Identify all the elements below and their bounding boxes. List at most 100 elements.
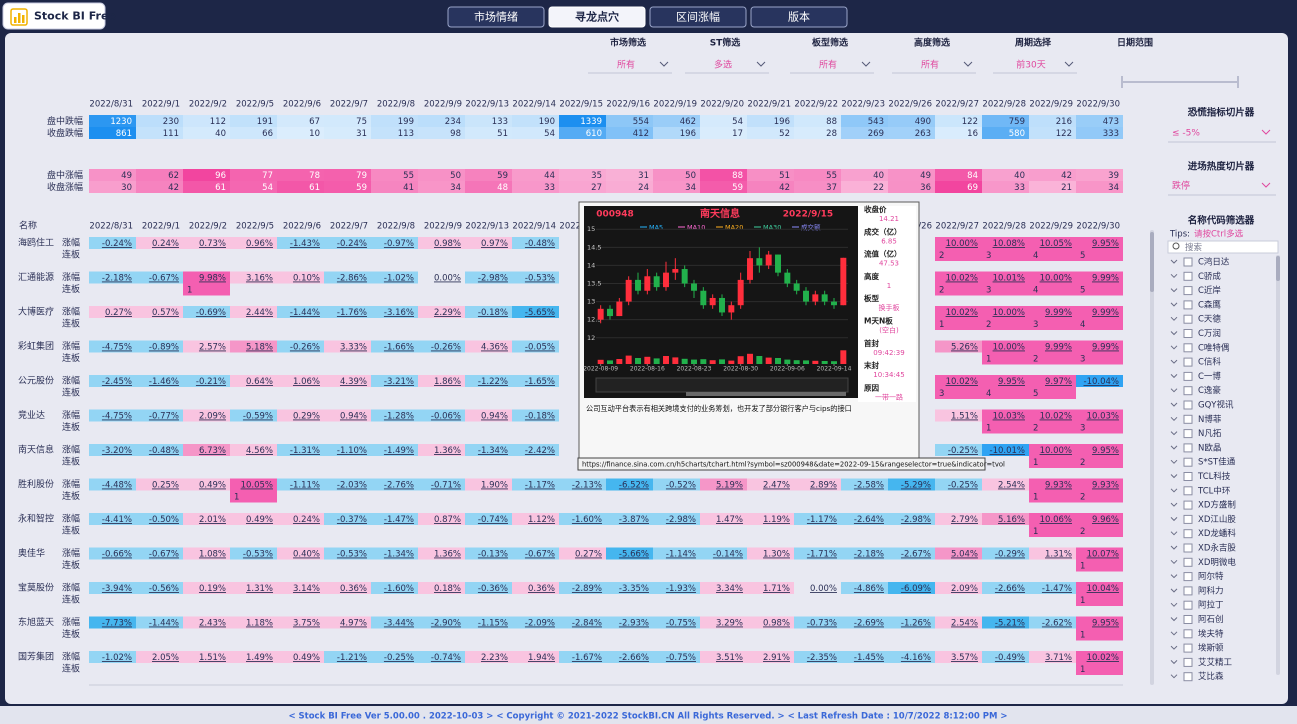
- change-value[interactable]: 9.99%: [1092, 308, 1119, 318]
- change-value[interactable]: 9.95%: [1092, 446, 1119, 456]
- change-value[interactable]: -0.59%: [243, 412, 273, 422]
- change-value[interactable]: -1.28%: [384, 412, 414, 422]
- change-value[interactable]: -3.87%: [619, 515, 649, 525]
- checkbox[interactable]: [1183, 271, 1193, 281]
- stock-name[interactable]: 汇通能源: [18, 271, 54, 283]
- change-value[interactable]: 1.36%: [434, 446, 461, 456]
- change-value[interactable]: -1.65%: [525, 377, 555, 387]
- expand-chevron[interactable]: [1170, 602, 1178, 607]
- change-value[interactable]: -1.34%: [478, 446, 508, 456]
- change-value[interactable]: 4.39%: [340, 377, 367, 387]
- change-value[interactable]: -0.67%: [149, 550, 179, 560]
- change-value[interactable]: -1.60%: [572, 515, 602, 525]
- expand-chevron[interactable]: [1170, 559, 1178, 565]
- list-item[interactable]: 艾艾精工: [1198, 657, 1233, 668]
- list-item[interactable]: C万润: [1198, 328, 1221, 339]
- filter-value[interactable]: 前30天: [1016, 59, 1045, 71]
- change-value[interactable]: -0.52%: [666, 481, 696, 491]
- change-value[interactable]: 2.05%: [152, 653, 179, 663]
- change-value[interactable]: 2.57%: [199, 343, 226, 353]
- change-value[interactable]: 10.02%: [1040, 412, 1072, 422]
- slicer-value[interactable]: 跌停: [1172, 180, 1190, 192]
- expand-chevron[interactable]: [1170, 359, 1178, 364]
- change-value[interactable]: 0.27%: [105, 308, 132, 318]
- change-value[interactable]: -1.49%: [384, 446, 414, 456]
- checkbox[interactable]: [1183, 500, 1193, 510]
- expand-chevron[interactable]: [1170, 374, 1178, 379]
- change-value[interactable]: 9.95%: [998, 377, 1025, 387]
- expand-chevron[interactable]: [1170, 545, 1178, 550]
- change-value[interactable]: -2.69%: [854, 619, 884, 629]
- change-value[interactable]: 2.09%: [951, 584, 978, 594]
- expand-chevron[interactable]: [1170, 331, 1178, 336]
- filter-value[interactable]: 所有: [617, 59, 635, 71]
- change-value[interactable]: -6.09%: [901, 584, 931, 594]
- change-value[interactable]: -6.52%: [619, 481, 649, 491]
- change-value[interactable]: 2.43%: [199, 619, 226, 629]
- change-value[interactable]: 10.05%: [1040, 239, 1072, 249]
- change-value[interactable]: -4.16%: [901, 653, 931, 663]
- change-value[interactable]: 0.96%: [246, 239, 273, 249]
- expand-chevron[interactable]: [1170, 617, 1178, 622]
- change-value[interactable]: -1.45%: [854, 653, 884, 663]
- change-value[interactable]: 10.02%: [1087, 653, 1119, 663]
- change-value[interactable]: -0.29%: [995, 550, 1025, 560]
- change-value[interactable]: -1.22%: [478, 377, 508, 387]
- change-value[interactable]: -2.93%: [619, 619, 649, 629]
- tab[interactable]: [750, 6, 848, 28]
- change-value[interactable]: -1.44%: [290, 308, 320, 318]
- change-value[interactable]: -2.76%: [384, 481, 414, 491]
- checkbox[interactable]: [1183, 343, 1193, 353]
- change-value[interactable]: -2.86%: [337, 274, 367, 284]
- stock-name[interactable]: 宝莫股份: [18, 582, 54, 594]
- checkbox[interactable]: [1183, 586, 1193, 596]
- change-value[interactable]: -0.48%: [149, 446, 179, 456]
- change-value[interactable]: 5.19%: [716, 481, 743, 491]
- change-value[interactable]: 9.95%: [1092, 619, 1119, 629]
- change-value[interactable]: -0.13%: [478, 550, 508, 560]
- change-value[interactable]: -5.66%: [619, 550, 649, 560]
- checkbox[interactable]: [1183, 443, 1193, 453]
- change-value[interactable]: -2.18%: [854, 550, 884, 560]
- change-value[interactable]: -1.44%: [149, 619, 179, 629]
- stock-name[interactable]: 国芳集团: [18, 651, 54, 663]
- change-value[interactable]: -1.34%: [384, 550, 414, 560]
- change-value[interactable]: -0.66%: [102, 550, 132, 560]
- dropdown-chevron[interactable]: [1064, 61, 1074, 67]
- dropdown-chevron[interactable]: [1261, 129, 1271, 135]
- change-value[interactable]: 10.00%: [993, 308, 1025, 318]
- checkbox[interactable]: [1183, 457, 1193, 467]
- checkbox[interactable]: [1183, 386, 1193, 396]
- list-item[interactable]: N博菲: [1198, 414, 1222, 425]
- change-value[interactable]: -2.98%: [901, 515, 931, 525]
- tab[interactable]: [447, 6, 545, 28]
- change-value[interactable]: 10.07%: [1087, 550, 1119, 560]
- tab-label[interactable]: 区间涨幅: [676, 11, 720, 24]
- change-value[interactable]: -0.24%: [337, 239, 367, 249]
- change-value[interactable]: -2.98%: [478, 274, 508, 284]
- change-value[interactable]: 9.93%: [1045, 481, 1072, 491]
- change-value[interactable]: 3.71%: [1045, 653, 1072, 663]
- change-value[interactable]: -2.66%: [995, 584, 1025, 594]
- checkbox[interactable]: [1183, 557, 1193, 567]
- change-value[interactable]: 0.24%: [152, 239, 179, 249]
- change-value[interactable]: -1.60%: [384, 584, 414, 594]
- change-value[interactable]: -1.93%: [666, 584, 696, 594]
- list-item[interactable]: C唯特偶: [1198, 342, 1229, 353]
- checkbox[interactable]: [1183, 371, 1193, 381]
- change-value[interactable]: 9.99%: [1092, 274, 1119, 284]
- change-value[interactable]: 2.91%: [763, 653, 790, 663]
- expand-chevron[interactable]: [1170, 273, 1178, 279]
- change-value[interactable]: -0.75%: [666, 653, 696, 663]
- checkbox[interactable]: [1183, 414, 1193, 424]
- change-value[interactable]: -0.75%: [666, 619, 696, 629]
- expand-chevron[interactable]: [1170, 288, 1178, 293]
- list-item[interactable]: XD明微电: [1198, 557, 1236, 568]
- change-value[interactable]: -5.29%: [901, 481, 931, 491]
- change-value[interactable]: 1.51%: [951, 412, 978, 422]
- list-item[interactable]: 埃夫特: [1198, 628, 1224, 639]
- change-value[interactable]: 0.57%: [152, 308, 179, 318]
- change-value[interactable]: -2.35%: [807, 653, 837, 663]
- table-scrollbar[interactable]: [1150, 230, 1154, 685]
- change-value[interactable]: 2.29%: [434, 308, 461, 318]
